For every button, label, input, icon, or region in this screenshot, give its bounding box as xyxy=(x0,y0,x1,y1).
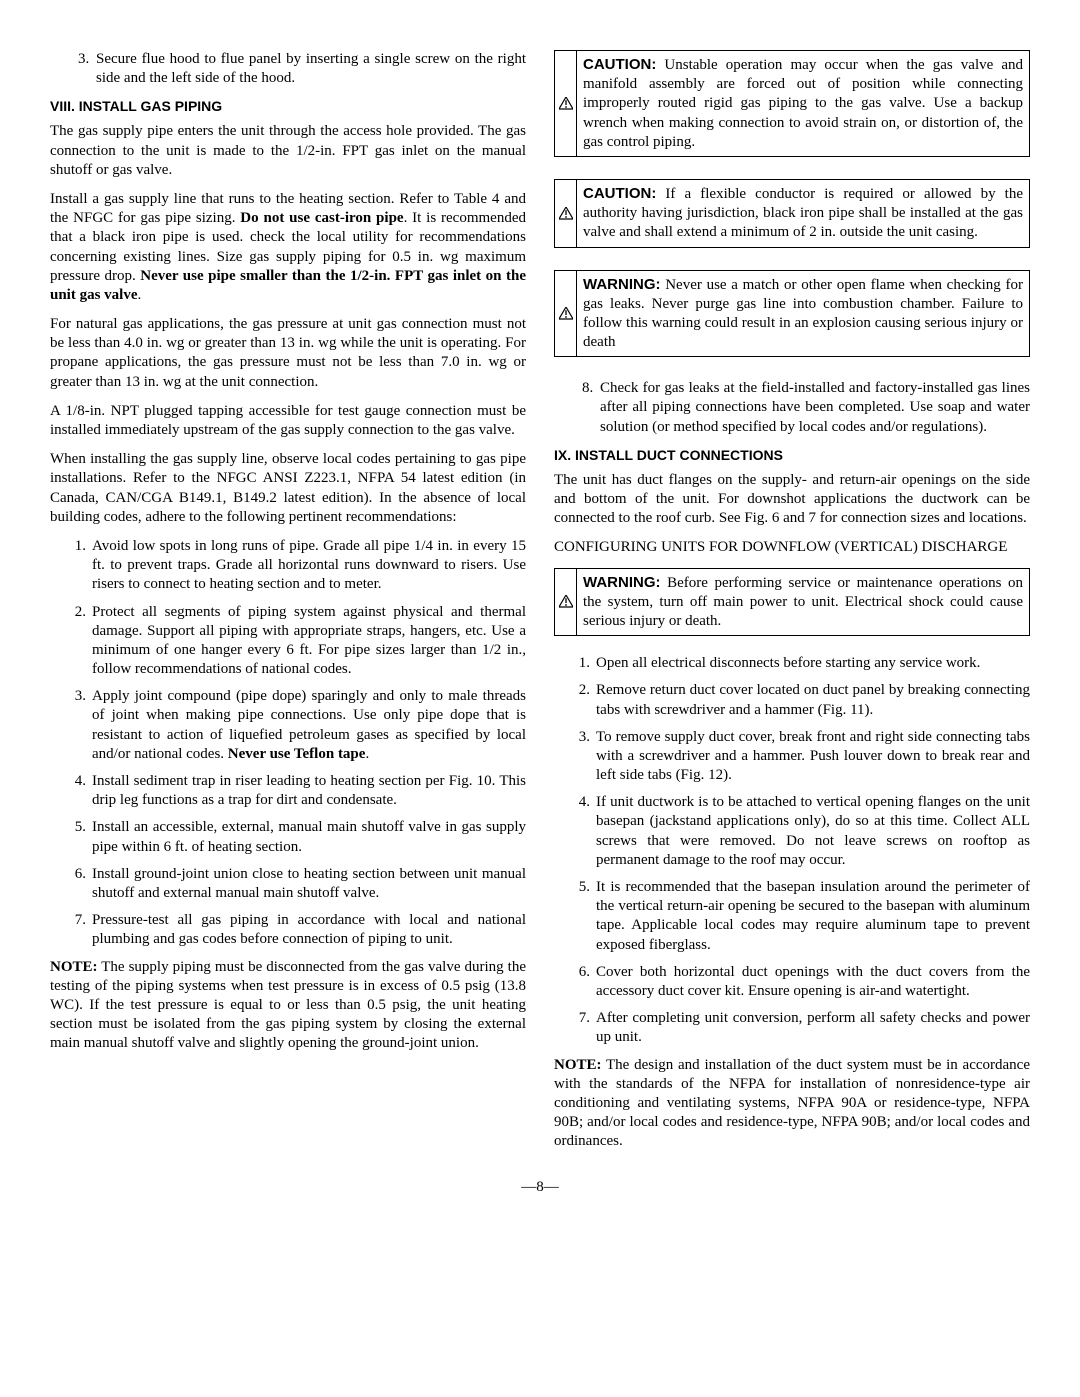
paragraph: A 1/8-in. NPT plugged tapping accessible… xyxy=(50,402,526,440)
note-label: NOTE: xyxy=(554,1057,602,1073)
section-8-heading: VIII. INSTALL GAS PIPING xyxy=(50,98,526,114)
warning-triangle-icon xyxy=(555,569,577,636)
list-item: 1.Open all electrical disconnects before… xyxy=(582,654,1030,673)
list-number: 5. xyxy=(64,818,86,837)
warning-body: WARNING: Never use a match or other open… xyxy=(577,271,1029,357)
caution-label: CAUTION: xyxy=(583,185,656,202)
warning-triangle-icon xyxy=(555,51,577,156)
list-number: 2. xyxy=(568,681,590,700)
list-number: 1. xyxy=(64,537,86,556)
list-number: 3. xyxy=(64,687,86,706)
list-number: 1. xyxy=(568,654,590,673)
list-item: 6.Install ground-joint union close to he… xyxy=(78,865,526,903)
list-text: Open all electrical disconnects before s… xyxy=(596,655,980,671)
note-label: NOTE: xyxy=(50,959,98,975)
list-item: 6.Cover both horizontal duct openings wi… xyxy=(582,963,1030,1001)
list-item: 4.Install sediment trap in riser leading… xyxy=(78,772,526,810)
list-item: 2.Remove return duct cover located on du… xyxy=(582,681,1030,719)
list-item: 2.Protect all segments of piping system … xyxy=(78,603,526,680)
caution-body: CAUTION: Unstable operation may occur wh… xyxy=(577,51,1029,156)
list-text: After completing unit conversion, perfor… xyxy=(596,1010,1030,1045)
paragraph: CONFIGURING UNITS FOR DOWNFLOW (VERTICAL… xyxy=(554,538,1030,557)
list-text: Protect all segments of piping system ag… xyxy=(92,604,526,678)
list-number: 3. xyxy=(78,50,96,88)
list-number: 8. xyxy=(582,379,600,437)
warning-label: WARNING: xyxy=(583,574,661,591)
paragraph: When installing the gas supply line, obs… xyxy=(50,450,526,527)
warning-box: WARNING: Never use a match or other open… xyxy=(554,270,1030,358)
list-number: 4. xyxy=(64,772,86,791)
list-text: It is recommended that the basepan insul… xyxy=(596,879,1030,953)
paragraph: The gas supply pipe enters the unit thro… xyxy=(50,122,526,180)
intro-list-item: 3. Secure flue hood to flue panel by ins… xyxy=(78,50,526,88)
list-text: Cover both horizontal duct openings with… xyxy=(596,964,1030,999)
list-number: 2. xyxy=(64,603,86,622)
paragraph: The unit has duct flanges on the supply-… xyxy=(554,471,1030,529)
list-text: Check for gas leaks at the field-install… xyxy=(600,379,1030,437)
list-number: 7. xyxy=(568,1009,590,1028)
page-number: —8— xyxy=(50,1179,1030,1196)
list-text: To remove supply duct cover, break front… xyxy=(596,729,1030,783)
caution-box: CAUTION: Unstable operation may occur wh… xyxy=(554,50,1030,157)
list-item: 3.To remove supply duct cover, break fro… xyxy=(582,728,1030,786)
duct-steps-list: 1. Open all electrical disconnects before… xyxy=(554,654,1030,1047)
section-9-heading: IX. INSTALL DUCT CONNECTIONS xyxy=(554,447,1030,463)
list-item: 7.Pressure-test all gas piping in accord… xyxy=(78,911,526,949)
list-number: 6. xyxy=(64,865,86,884)
list-item: 3.Apply joint compound (pipe dope) spari… xyxy=(78,687,526,764)
list-text: Apply joint compound (pipe dope) sparing… xyxy=(92,688,526,762)
list-text: Avoid low spots in long runs of pipe. Gr… xyxy=(92,538,526,592)
caution-box: CAUTION: If a flexible conductor is requ… xyxy=(554,179,1030,248)
paragraph: For natural gas applications, the gas pr… xyxy=(50,315,526,392)
list-text: Pressure-test all gas piping in accordan… xyxy=(92,912,526,947)
list-item-8: 8. Check for gas leaks at the field-inst… xyxy=(582,379,1030,437)
list-text: Install sediment trap in riser leading t… xyxy=(92,773,526,808)
list-text: Secure flue hood to flue panel by insert… xyxy=(96,50,526,88)
list-number: 6. xyxy=(568,963,590,982)
list-number: 5. xyxy=(568,878,590,897)
warning-body: WARNING: Before performing service or ma… xyxy=(577,569,1029,636)
list-text: Install an accessible, external, manual … xyxy=(92,819,526,854)
bold-run: Do not use cast-iron pipe xyxy=(240,210,403,226)
caution-body: CAUTION: If a flexible conductor is requ… xyxy=(577,180,1029,247)
list-number: 4. xyxy=(568,793,590,812)
two-column-layout: 3. Secure flue hood to flue panel by ins… xyxy=(50,50,1030,1161)
note-text: The supply piping must be disconnected f… xyxy=(50,959,526,1052)
note-text: The design and installation of the duct … xyxy=(554,1057,1030,1150)
left-column: 3. Secure flue hood to flue panel by ins… xyxy=(50,50,526,1161)
list-item: 5.Install an accessible, external, manua… xyxy=(78,818,526,856)
list-text: Install ground-joint union close to heat… xyxy=(92,866,526,901)
warning-label: WARNING: xyxy=(583,276,661,293)
recommendations-list: 1. Avoid low spots in long runs of pipe. … xyxy=(50,537,526,950)
list-number: 7. xyxy=(64,911,86,930)
caution-label: CAUTION: xyxy=(583,56,656,73)
paragraph: Install a gas supply line that runs to t… xyxy=(50,190,526,305)
list-item: 4.If unit ductwork is to be attached to … xyxy=(582,793,1030,870)
warning-triangle-icon xyxy=(555,271,577,357)
list-number: 3. xyxy=(568,728,590,747)
warning-triangle-icon xyxy=(555,180,577,247)
warning-box: WARNING: Before performing service or ma… xyxy=(554,568,1030,637)
note-paragraph: NOTE: The supply piping must be disconne… xyxy=(50,958,526,1054)
list-item: 5.It is recommended that the basepan ins… xyxy=(582,878,1030,955)
list-item: 7.After completing unit conversion, perf… xyxy=(582,1009,1030,1047)
text-run: . xyxy=(138,287,142,303)
list-item: 1.Avoid low spots in long runs of pipe. … xyxy=(78,537,526,595)
note-paragraph: NOTE: The design and installation of the… xyxy=(554,1056,1030,1152)
list-text: If unit ductwork is to be attached to ve… xyxy=(596,794,1030,868)
list-text: Remove return duct cover located on duct… xyxy=(596,682,1030,717)
right-column: CAUTION: Unstable operation may occur wh… xyxy=(554,50,1030,1161)
